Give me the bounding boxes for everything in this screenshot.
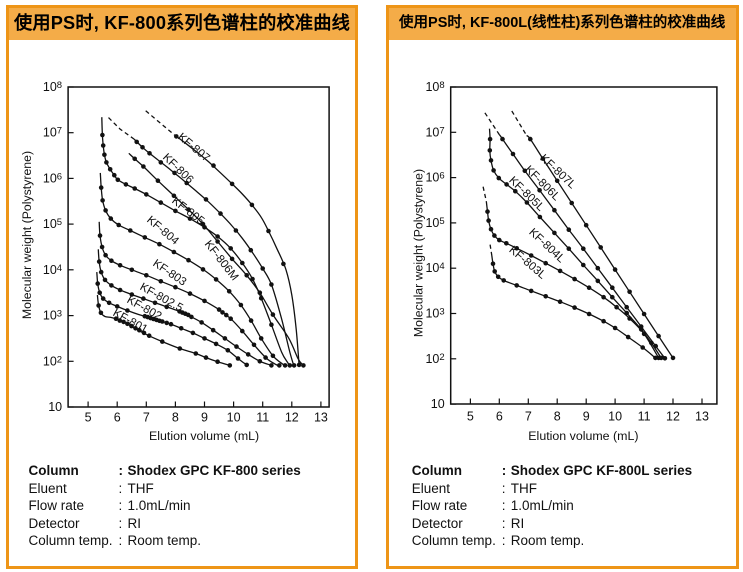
svg-text:103: 103 xyxy=(43,308,62,322)
svg-text:7: 7 xyxy=(524,409,531,423)
svg-text:102: 102 xyxy=(425,352,444,366)
svg-text:KF-804: KF-804 xyxy=(144,214,181,248)
svg-text:10: 10 xyxy=(227,410,241,424)
svg-text:9: 9 xyxy=(201,410,208,424)
svg-text:Molecular weight (Polystyrene): Molecular weight (Polystyrene) xyxy=(411,169,425,337)
svg-text:106: 106 xyxy=(43,171,62,185)
svg-text:Molecular weight (Polystyrene): Molecular weight (Polystyrene) xyxy=(20,151,34,319)
svg-text:6: 6 xyxy=(114,410,121,424)
svg-text:10: 10 xyxy=(430,397,444,411)
svg-text:107: 107 xyxy=(43,125,62,139)
svg-text:10: 10 xyxy=(608,409,622,423)
svg-text:5: 5 xyxy=(85,410,92,424)
svg-text:108: 108 xyxy=(425,80,444,94)
svg-text:11: 11 xyxy=(256,410,269,424)
svg-text:104: 104 xyxy=(425,261,444,275)
svg-text:9: 9 xyxy=(582,409,589,423)
svg-text:13: 13 xyxy=(314,410,328,424)
svg-text:12: 12 xyxy=(285,410,299,424)
svg-text:8: 8 xyxy=(553,409,560,423)
svg-text:5: 5 xyxy=(467,409,474,423)
svg-text:102: 102 xyxy=(43,354,62,368)
svg-text:104: 104 xyxy=(43,263,62,277)
svg-text:105: 105 xyxy=(425,216,444,230)
svg-text:13: 13 xyxy=(695,409,709,423)
svg-text:KF-803: KF-803 xyxy=(150,258,188,289)
svg-text:7: 7 xyxy=(143,410,150,424)
svg-text:Elution volume (mL): Elution volume (mL) xyxy=(149,429,259,443)
svg-text:105: 105 xyxy=(43,217,62,231)
svg-text:103: 103 xyxy=(425,306,444,320)
svg-text:6: 6 xyxy=(495,409,502,423)
svg-text:12: 12 xyxy=(666,409,680,423)
svg-text:108: 108 xyxy=(43,80,62,94)
svg-text:KF-807: KF-807 xyxy=(175,131,212,164)
svg-text:106: 106 xyxy=(425,170,444,184)
svg-text:11: 11 xyxy=(637,409,650,423)
svg-text:8: 8 xyxy=(172,410,179,424)
svg-text:107: 107 xyxy=(425,125,444,139)
svg-text:Elution volume (mL): Elution volume (mL) xyxy=(528,429,638,443)
svg-text:10: 10 xyxy=(48,400,62,414)
svg-text:KF-806: KF-806 xyxy=(160,152,195,187)
